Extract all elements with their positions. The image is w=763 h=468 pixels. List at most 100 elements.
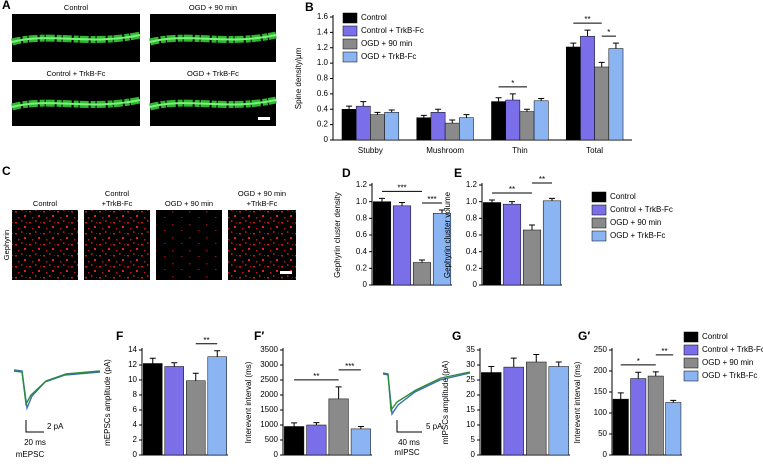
legend-swatch	[591, 230, 607, 242]
bar	[384, 112, 400, 141]
y-tick-label: 35	[466, 345, 475, 354]
y-tick-label: 30	[466, 360, 475, 369]
legend-swatch	[683, 370, 699, 382]
dendrite	[149, 99, 277, 108]
legend-label: OGD + TrkB-Fc	[610, 231, 665, 240]
panel-letter: F	[116, 329, 123, 343]
x-tick-label: Mushroom	[426, 146, 464, 155]
bar	[594, 66, 610, 141]
error-bar	[523, 108, 530, 112]
y-tick-label: 0.2	[466, 263, 478, 272]
error-bar	[488, 366, 495, 373]
legend-label: Control	[702, 332, 728, 341]
scale-bar	[25, 420, 44, 433]
side-label: Gephyrin	[2, 230, 11, 260]
y-tick-label: 0.8	[466, 213, 478, 222]
y-tick-label: 12	[128, 360, 137, 369]
error-bar	[435, 108, 442, 113]
panel-letter: F′	[254, 329, 264, 343]
bar	[580, 35, 595, 141]
error-bar	[360, 101, 367, 107]
image-caption: Control	[33, 199, 58, 208]
trace	[13, 370, 101, 407]
trace	[382, 371, 471, 412]
y-tick-label: 0	[133, 450, 138, 459]
legend-label: Control	[361, 13, 387, 22]
y-tick-label: 0.6	[356, 230, 368, 239]
error-bar	[617, 392, 624, 400]
error-bar	[419, 259, 425, 263]
error-bar	[313, 422, 320, 425]
bar	[481, 372, 502, 456]
y-tick-label: 50	[598, 429, 607, 438]
error-bar	[509, 201, 515, 205]
y-tick-label: 1000	[260, 420, 278, 429]
y-tick-label: 8	[133, 390, 138, 399]
panel-letter: B	[305, 0, 314, 14]
error-bar	[652, 371, 659, 377]
bar	[519, 111, 535, 141]
error-bar	[357, 426, 364, 429]
bar	[164, 366, 184, 456]
y-tick-label: 100	[594, 408, 608, 417]
legend-swatch	[342, 51, 358, 63]
error-bar	[510, 357, 517, 368]
error-bar	[538, 97, 545, 101]
y-axis-label: Interevent interval (ms)	[573, 361, 582, 443]
y-tick-label: 0	[363, 280, 368, 289]
bar	[612, 398, 629, 456]
error-bar	[420, 114, 427, 118]
significance-label: ***	[397, 183, 406, 192]
legend-swatch	[683, 331, 699, 343]
legend-swatch	[342, 25, 358, 37]
y-tick-label: 1500	[260, 405, 278, 414]
bar	[647, 375, 664, 456]
legend-label: OGD + TrkB-Fc	[361, 52, 416, 61]
bar	[630, 378, 647, 456]
error-bar	[489, 199, 495, 203]
bar	[526, 361, 547, 456]
significance-label: **	[509, 185, 515, 194]
bar	[491, 101, 506, 141]
bar	[503, 366, 524, 456]
bar	[350, 428, 371, 456]
bar	[207, 356, 227, 456]
error-bar	[388, 109, 395, 113]
y-axis-label: mEPSCs amplitude (pA)	[103, 359, 112, 446]
legend-label: OGD + 90 min	[702, 358, 753, 367]
legend-swatch	[591, 204, 607, 216]
error-bar	[612, 42, 619, 49]
significance-label: **	[584, 15, 590, 24]
image-caption: OGD + TrkB-Fc	[187, 69, 239, 78]
legend-swatch	[683, 357, 699, 369]
legend-swatch	[591, 217, 607, 229]
error-bar	[192, 372, 199, 381]
y-tick-label: 0	[603, 450, 608, 459]
y-tick-label: 5	[471, 435, 476, 444]
significance-label: **	[313, 372, 319, 381]
image-caption: OGD + 90 min	[238, 189, 286, 198]
error-bar	[549, 197, 555, 201]
legend-label: Control + TrkB-Fc	[702, 345, 763, 354]
error-bar	[335, 386, 342, 399]
legend-label: OGD + TrkB-Fc	[702, 371, 757, 380]
bar	[522, 229, 542, 286]
y-tick-label: 6	[133, 405, 138, 414]
y-tick-label: 3500	[260, 345, 278, 354]
panel-letter: D	[342, 166, 351, 180]
y-tick-label: 10	[466, 420, 475, 429]
y-tick-label: 1.0	[317, 58, 329, 67]
y-tick-label: 1.2	[466, 180, 478, 189]
y-tick-label: 2000	[260, 390, 278, 399]
error-bar	[439, 209, 445, 214]
bar	[502, 203, 522, 286]
y-tick-label: 0.2	[356, 263, 368, 272]
y-tick-label: 0.4	[466, 247, 478, 256]
y-tick-label: 0	[324, 135, 329, 144]
bar	[412, 262, 432, 286]
legend-swatch	[342, 38, 358, 50]
bar	[392, 205, 412, 286]
panel-letter: G′	[578, 329, 590, 343]
error-bar	[533, 354, 540, 362]
scale-bar	[258, 117, 270, 120]
